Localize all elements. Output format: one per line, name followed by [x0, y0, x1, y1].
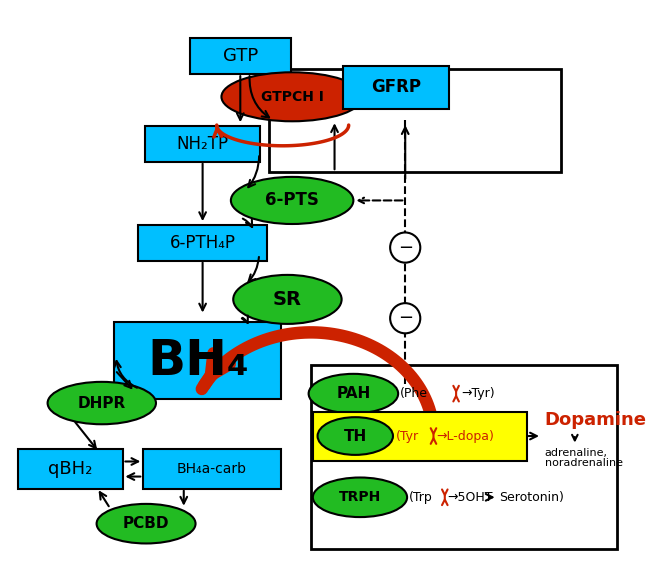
Circle shape [390, 233, 420, 263]
Text: PCBD: PCBD [123, 516, 169, 531]
Text: noradrenaline: noradrenaline [545, 459, 623, 468]
Text: →L-dopa): →L-dopa) [436, 430, 494, 442]
FancyBboxPatch shape [190, 38, 291, 74]
FancyBboxPatch shape [343, 65, 449, 109]
Text: Serotonin): Serotonin) [500, 491, 564, 504]
FancyBboxPatch shape [313, 412, 527, 460]
Ellipse shape [233, 275, 341, 324]
Ellipse shape [47, 382, 156, 424]
Ellipse shape [97, 504, 196, 544]
FancyBboxPatch shape [18, 449, 123, 489]
FancyBboxPatch shape [143, 449, 281, 489]
Text: BH₄: BH₄ [147, 336, 249, 384]
Ellipse shape [318, 417, 393, 455]
Text: SR: SR [273, 290, 302, 309]
Text: (Phe: (Phe [399, 387, 428, 400]
Text: 6-PTH₄P: 6-PTH₄P [169, 234, 236, 252]
Text: NH₂TP: NH₂TP [177, 135, 229, 153]
FancyBboxPatch shape [115, 322, 281, 400]
Text: 6-PTS: 6-PTS [265, 192, 319, 210]
Text: adrenaline,: adrenaline, [545, 448, 608, 458]
Ellipse shape [231, 177, 353, 224]
FancyBboxPatch shape [138, 225, 267, 261]
Text: →Tyr): →Tyr) [461, 387, 494, 400]
Bar [311, 365, 617, 549]
Ellipse shape [313, 478, 407, 517]
FancyBboxPatch shape [145, 126, 260, 162]
Text: →5OHT: →5OHT [447, 491, 493, 504]
Text: PAH: PAH [336, 386, 370, 401]
Circle shape [390, 303, 420, 334]
Text: Dopamine: Dopamine [545, 411, 646, 429]
Text: (Trp: (Trp [409, 491, 433, 504]
Ellipse shape [308, 374, 398, 413]
Text: TH: TH [343, 428, 367, 444]
Text: −: − [397, 309, 413, 327]
Text: GTPCH I: GTPCH I [261, 90, 324, 104]
Text: DHPR: DHPR [78, 395, 126, 411]
Text: GFRP: GFRP [371, 78, 421, 96]
Text: qBH₂: qBH₂ [49, 460, 93, 478]
Text: BH₄a-carb: BH₄a-carb [177, 462, 247, 476]
Text: GTP: GTP [223, 47, 258, 65]
Ellipse shape [221, 72, 363, 121]
Text: −: − [397, 239, 413, 256]
Text: TRPH: TRPH [339, 490, 381, 504]
Bar [269, 68, 561, 172]
Text: (Tyr: (Tyr [396, 430, 419, 442]
